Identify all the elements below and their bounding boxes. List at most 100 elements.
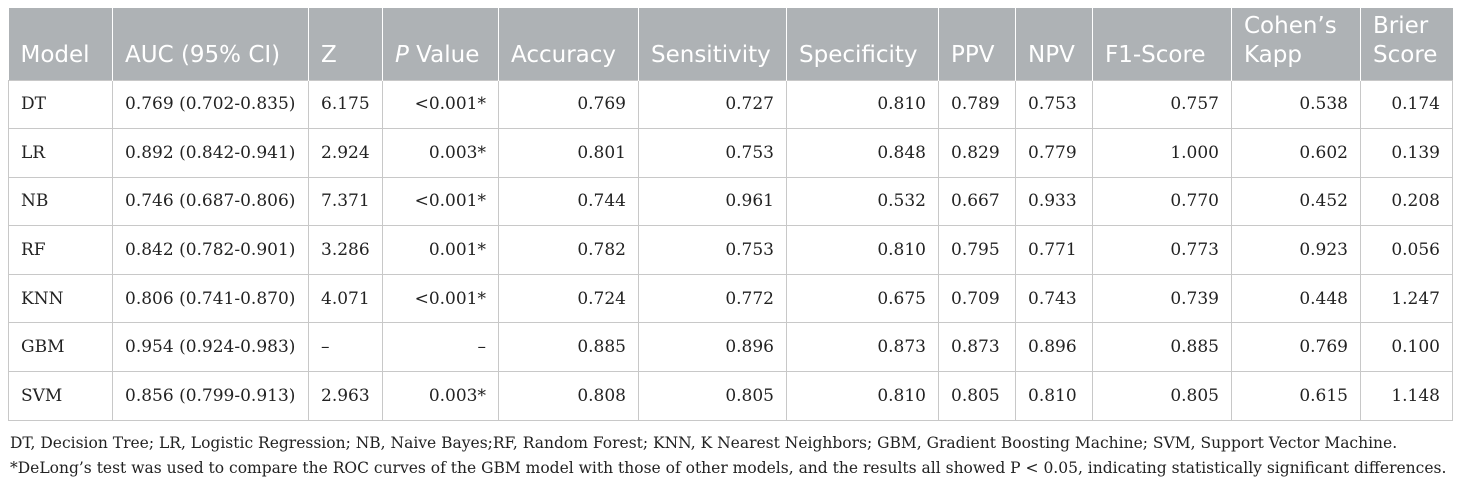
table-cell: 0.896 bbox=[638, 322, 787, 373]
table-cell: 2.924 bbox=[308, 128, 383, 178]
table-cell: 0.532 bbox=[786, 176, 939, 227]
row-model-cell: GBM bbox=[8, 322, 113, 373]
footnote-abbreviations: DT, Decision Tree; LR, Logistic Regressi… bbox=[10, 433, 1398, 452]
table-cell: 1.247 bbox=[1360, 273, 1453, 324]
table-cell: 0.100 bbox=[1360, 322, 1453, 373]
table-cell: 0.873 bbox=[938, 322, 1016, 373]
table-cell: 2.963 bbox=[308, 371, 383, 421]
table-row: KNN 0.806 (0.741-0.870) 4.071 <0.001* 0.724 0… bbox=[8, 273, 1453, 324]
table-cell: 7.371 bbox=[308, 176, 383, 227]
table-cell: 0.954 (0.924-0.983) bbox=[112, 322, 309, 373]
table-cell: 0.961 bbox=[638, 176, 787, 227]
table-cell: 6.175 bbox=[308, 79, 383, 130]
table-cell: 0.769 bbox=[498, 79, 639, 130]
table-cell: 0.744 bbox=[498, 176, 639, 227]
table-row: NB 0.746 (0.687-0.806) 7.371 <0.001* 0.744 0.… bbox=[8, 176, 1453, 227]
table-cell: 0.208 bbox=[1360, 176, 1453, 227]
footnote-delong: *DeLong’s test was used to compare the R… bbox=[10, 458, 1447, 477]
table-cell: 0.873 bbox=[786, 322, 939, 373]
table-cell: 0.771 bbox=[1015, 225, 1093, 275]
header-p-italic: P bbox=[395, 41, 409, 68]
table-cell: 0.772 bbox=[638, 273, 787, 324]
table-cell: 0.003* bbox=[382, 371, 499, 421]
header-z: Z bbox=[308, 8, 383, 80]
table-cell: 0.174 bbox=[1360, 79, 1453, 130]
table-cell: 0.805 bbox=[1092, 371, 1232, 421]
header-row: Model AUC (95% CI) Z P Value Accuracy Se… bbox=[8, 8, 1453, 80]
table-cell: <0.001* bbox=[382, 273, 499, 324]
table-cell: 0.810 bbox=[1015, 371, 1093, 421]
table-cell: 0.139 bbox=[1360, 128, 1453, 178]
table-cell: 0.805 bbox=[638, 371, 787, 421]
table-cell: 0.805 bbox=[938, 371, 1016, 421]
table-row: LR 0.892 (0.842-0.941) 2.924 0.003* 0.801 0.7… bbox=[8, 128, 1453, 178]
table-cell: 0.885 bbox=[1092, 322, 1232, 373]
table-cell: 0.769 (0.702-0.835) bbox=[112, 79, 309, 130]
table-cell: 0.001* bbox=[382, 225, 499, 275]
table-cell: 0.769 bbox=[1231, 322, 1361, 373]
table-cell: 0.789 bbox=[938, 79, 1016, 130]
table-cell: 0.801 bbox=[498, 128, 639, 178]
table-cell: 0.724 bbox=[498, 273, 639, 324]
table-cell: 0.779 bbox=[1015, 128, 1093, 178]
table-cell: – bbox=[308, 322, 383, 373]
table-cell: 0.806 (0.741-0.870) bbox=[112, 273, 309, 324]
table-body: DT 0.769 (0.702-0.835) 6.175 <0.001* 0.769 0.… bbox=[8, 79, 1453, 421]
table-cell: 0.739 bbox=[1092, 273, 1232, 324]
header-ppv: PPV bbox=[938, 8, 1016, 80]
table-cell: 0.757 bbox=[1092, 79, 1232, 130]
header-auc: AUC (95% CI) bbox=[112, 8, 309, 80]
table-cell: 0.727 bbox=[638, 79, 787, 130]
table-cell: 0.667 bbox=[938, 176, 1016, 227]
table-row: DT 0.769 (0.702-0.835) 6.175 <0.001* 0.769 0.… bbox=[8, 79, 1453, 130]
table-figure: Model AUC (95% CI) Z P Value Accuracy Se… bbox=[8, 8, 1453, 481]
table-cell: 0.848 bbox=[786, 128, 939, 178]
table-row: RF 0.842 (0.782-0.901) 3.286 0.001* 0.782 0.7… bbox=[8, 225, 1453, 275]
table-cell: 1.148 bbox=[1360, 371, 1453, 421]
table-cell: 0.842 (0.782-0.901) bbox=[112, 225, 309, 275]
footnotes: DT, Decision Tree; LR, Logistic Regressi… bbox=[8, 431, 1452, 481]
header-p-value: P Value bbox=[382, 8, 499, 80]
header-model: Model bbox=[8, 8, 113, 80]
table-cell: 0.795 bbox=[938, 225, 1016, 275]
table-cell: 0.885 bbox=[498, 322, 639, 373]
header-p-rest: Value bbox=[408, 41, 480, 68]
table-cell: 0.896 bbox=[1015, 322, 1093, 373]
row-model-cell: KNN bbox=[8, 273, 113, 324]
table-cell: 0.709 bbox=[938, 273, 1016, 324]
table-cell: 0.808 bbox=[498, 371, 639, 421]
table-cell: 0.892 (0.842-0.941) bbox=[112, 128, 309, 178]
table-cell: 0.773 bbox=[1092, 225, 1232, 275]
table-cell: 0.770 bbox=[1092, 176, 1232, 227]
table-cell: 4.071 bbox=[308, 273, 383, 324]
table-cell: 0.746 (0.687-0.806) bbox=[112, 176, 309, 227]
table-cell: 0.933 bbox=[1015, 176, 1093, 227]
table-cell: <0.001* bbox=[382, 176, 499, 227]
header-brier-score: Brier Score bbox=[1360, 8, 1453, 80]
table-cell: 0.829 bbox=[938, 128, 1016, 178]
table-cell: 3.286 bbox=[308, 225, 383, 275]
row-model-cell: RF bbox=[8, 225, 113, 275]
table-cell: 0.753 bbox=[638, 128, 787, 178]
table-cell: 0.753 bbox=[1015, 79, 1093, 130]
table-cell: 0.743 bbox=[1015, 273, 1093, 324]
table-cell: 0.810 bbox=[786, 371, 939, 421]
table-cell: 0.003* bbox=[382, 128, 499, 178]
table-cell: 0.538 bbox=[1231, 79, 1361, 130]
table-cell: 0.923 bbox=[1231, 225, 1361, 275]
header-specificity: Specificity bbox=[786, 8, 939, 80]
table-cell: 0.810 bbox=[786, 79, 939, 130]
table-row: GBM 0.954 (0.924-0.983) – –0.885 0.896 0.873 0… bbox=[8, 322, 1453, 373]
table-cell: 0.856 (0.799-0.913) bbox=[112, 371, 309, 421]
table-cell: <0.001* bbox=[382, 79, 499, 130]
table-row: SVM 0.856 (0.799-0.913) 2.963 0.003* 0.808 0.… bbox=[8, 371, 1453, 421]
row-model-cell: DT bbox=[8, 79, 113, 130]
table-cell: 0.056 bbox=[1360, 225, 1453, 275]
header-npv: NPV bbox=[1015, 8, 1093, 80]
row-model-cell: SVM bbox=[8, 371, 113, 421]
row-model-cell: LR bbox=[8, 128, 113, 178]
table-cell: 0.675 bbox=[786, 273, 939, 324]
header-cohens-kappa: Cohen’s Kapp bbox=[1231, 8, 1361, 80]
row-model-cell: NB bbox=[8, 176, 113, 227]
table-cell: 0.615 bbox=[1231, 371, 1361, 421]
